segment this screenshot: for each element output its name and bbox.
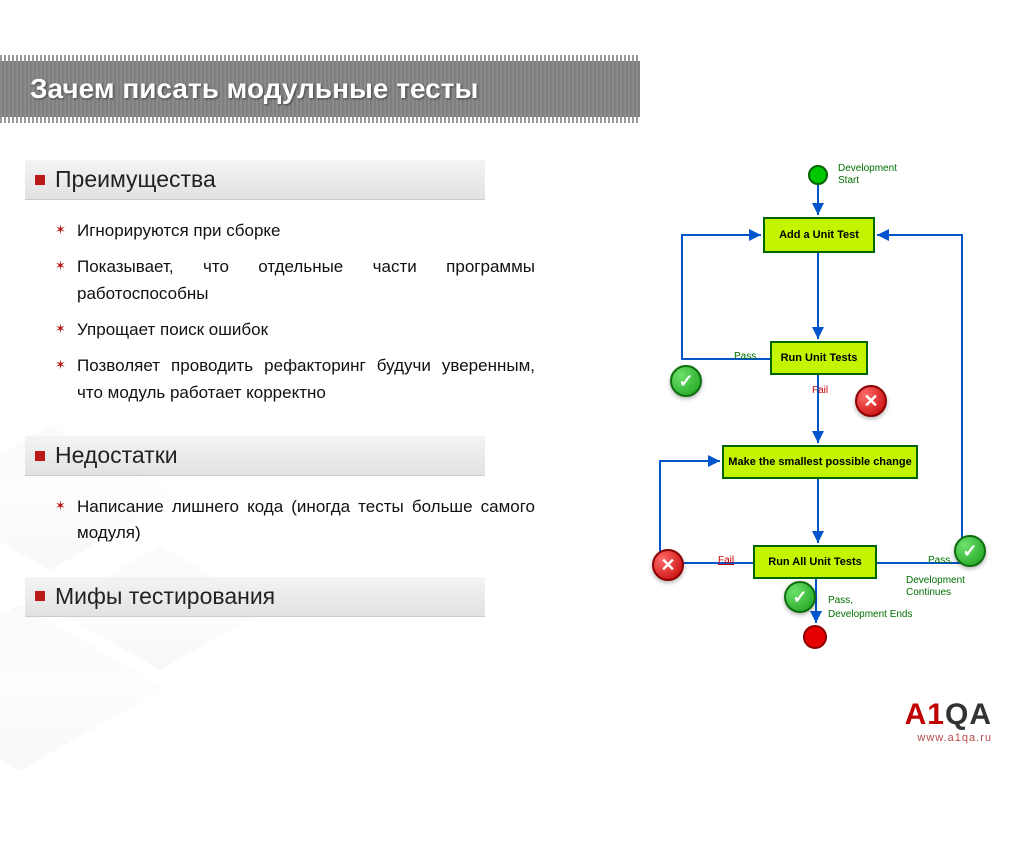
list-item: Упрощает поиск ошибок — [55, 317, 535, 343]
section-heading-label: Преимущества — [55, 166, 216, 193]
flowchart-node-make: Make the smallest possible change — [722, 445, 918, 479]
x-icon: ✕ — [855, 385, 887, 417]
logo-left: A1 — [905, 698, 945, 731]
title-band: Зачем писать модульные тесты — [0, 55, 640, 123]
section-heading: Недостатки — [25, 436, 485, 476]
flowchart-node-runall: Run All Unit Tests — [753, 545, 877, 579]
section-heading: Преимущества — [25, 160, 485, 200]
x-icon: ✕ — [652, 549, 684, 581]
flowchart-label: Development Continues — [906, 575, 1010, 599]
bullet-square-icon — [35, 451, 45, 461]
flowchart-label: Fail — [812, 385, 828, 397]
list-item: Игнорируются при сборке — [55, 218, 535, 244]
flowchart: Pass Fail Development Start Add a Unit Test… — [600, 155, 1010, 675]
section-heading: Мифы тестирования — [25, 577, 485, 617]
flowchart-label: Development Ends — [828, 609, 913, 621]
flowchart-edge-label: Pass — [734, 351, 756, 363]
flowchart-start-node — [808, 165, 828, 185]
section-heading-label: Недостатки — [55, 442, 178, 469]
list-item: Написание лишнего кода (иногда тесты бол… — [55, 494, 535, 547]
logo-right: QA — [945, 698, 992, 731]
section-items: Игнорируются при сборке Показывает, что о… — [55, 218, 535, 406]
flowchart-node-run: Run Unit Tests — [770, 341, 868, 375]
flowchart-node-add: Add a Unit Test — [763, 217, 875, 253]
flowchart-label: Pass, — [828, 595, 853, 607]
flowchart-edge-label: Fail — [718, 555, 734, 567]
logo: A1QA www.a1qa.ru — [905, 698, 992, 744]
bullet-square-icon — [35, 591, 45, 601]
content-column: Преимущества Игнорируются при сборке Показ… — [25, 160, 565, 635]
section-heading-label: Мифы тестирования — [55, 583, 275, 610]
flowchart-end-node — [803, 625, 827, 649]
check-icon: ✓ — [670, 365, 702, 397]
slide-title: Зачем писать модульные тесты — [30, 73, 478, 105]
bullet-square-icon — [35, 175, 45, 185]
list-item: Показывает, что отдельные части программ… — [55, 254, 535, 307]
check-icon: ✓ — [954, 535, 986, 567]
check-icon: ✓ — [784, 581, 816, 613]
flowchart-start-label: Development Start — [838, 163, 897, 187]
section-items: Написание лишнего кода (иногда тесты бол… — [55, 494, 535, 547]
list-item: Позволяет проводить рефакторинг будучи у… — [55, 353, 535, 406]
flowchart-label: Pass, — [928, 555, 953, 567]
logo-url: www.a1qa.ru — [905, 732, 992, 744]
